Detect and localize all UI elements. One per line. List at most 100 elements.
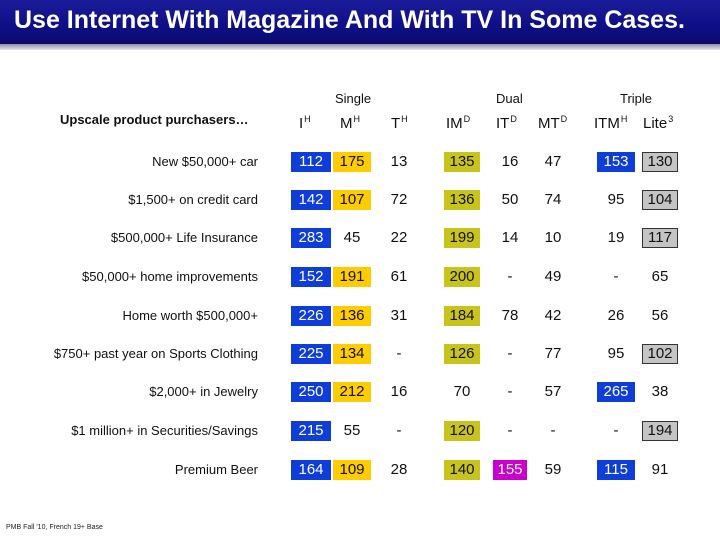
column-header-superscript: D [510, 114, 517, 124]
table-cell: 102 [642, 344, 678, 364]
table-cell: - [613, 268, 619, 285]
column-header-superscript: D [560, 114, 568, 124]
table-cell: - [507, 383, 513, 400]
column-header: TH [391, 114, 408, 132]
table-cell: 78 [501, 307, 519, 324]
table-cell: 70 [453, 383, 471, 400]
table-cell: 26 [607, 307, 625, 324]
table-cell: 95 [607, 345, 625, 362]
table-cell: 265 [597, 382, 635, 402]
table-cell: 117 [642, 228, 678, 248]
table-cell: 56 [651, 307, 669, 324]
table-cell: 136 [444, 190, 480, 210]
column-header-base: I [299, 115, 304, 132]
table-cell: 47 [544, 153, 562, 170]
table-cell: 31 [390, 307, 408, 324]
table-cell: 112 [291, 152, 331, 172]
table-cell: 55 [343, 422, 361, 439]
row-label: $50,000+ home improvements [82, 269, 258, 284]
row-label: $500,000+ Life Insurance [110, 230, 258, 245]
column-header: ITD [496, 114, 517, 132]
group-label-dual: Dual [496, 91, 523, 106]
table-cell: 199 [444, 228, 480, 248]
table-cell: 140 [444, 460, 480, 480]
table-cell: 135 [444, 152, 480, 172]
table-cell: 152 [291, 267, 331, 287]
column-header: Lite3 [643, 114, 673, 132]
column-header: MH [340, 114, 360, 132]
table-cell: 50 [501, 191, 519, 208]
table-cell: 65 [651, 268, 669, 285]
table-cell: 191 [333, 267, 371, 287]
column-header-base: T [391, 115, 401, 132]
table-cell: - [507, 422, 513, 439]
table-cell: 120 [444, 421, 480, 441]
column-header-superscript: H [620, 114, 628, 124]
row-label: New $50,000+ car [152, 154, 258, 169]
column-header-superscript: 3 [668, 114, 674, 124]
table-cell: 194 [642, 421, 678, 441]
table-cell: 134 [333, 344, 371, 364]
table-cell: 13 [390, 153, 408, 170]
table-cell: 59 [544, 461, 562, 478]
group-label-single: Single [335, 91, 372, 106]
table-cell: - [550, 422, 556, 439]
table-cell: 74 [544, 191, 562, 208]
table-cell: 57 [544, 383, 562, 400]
table-cell: 142 [291, 190, 331, 210]
column-header-base: MT [538, 115, 560, 132]
table-cell: 107 [333, 190, 371, 210]
table-cell: 104 [642, 190, 678, 210]
table-cell: 72 [390, 191, 408, 208]
table-cell: - [396, 422, 402, 439]
table-cell: 61 [390, 268, 408, 285]
footnote: PMB Fall '10, French 19+ Base [6, 524, 103, 531]
table-cell: 16 [390, 383, 408, 400]
table-cell: 215 [291, 421, 331, 441]
column-header: MTD [538, 114, 567, 132]
row-header: Upscale product purchasers… [60, 112, 249, 127]
table-cell: 250 [291, 382, 331, 402]
column-header-superscript: H [401, 114, 408, 124]
table-cell: 115 [597, 460, 635, 480]
table-cell: 38 [651, 383, 669, 400]
column-header: IH [299, 114, 311, 132]
table-cell: 136 [333, 306, 371, 326]
table-cell: - [613, 422, 619, 439]
row-label: $750+ past year on Sports Clothing [53, 346, 258, 361]
column-header: ITMH [594, 114, 627, 132]
table-cell: 109 [333, 460, 371, 480]
table-cell: 153 [597, 152, 635, 172]
table-cell: 95 [607, 191, 625, 208]
row-label: $1 million+ in Securities/Savings [71, 423, 258, 438]
table-cell: 175 [333, 152, 371, 172]
table-cell: 19 [607, 229, 625, 246]
table-cell: 14 [501, 229, 519, 246]
table-cell: 22 [390, 229, 408, 246]
column-header-base: ITM [594, 115, 620, 132]
row-label: Home worth $500,000+ [122, 308, 258, 323]
title-bar: Use Internet With Magazine And With TV I… [0, 0, 720, 50]
table-cell: 226 [291, 306, 331, 326]
table-cell: - [507, 268, 513, 285]
table-cell: 225 [291, 344, 331, 364]
row-label: $2,000+ in Jewelry [149, 384, 258, 399]
slide-title: Use Internet With Magazine And With TV I… [14, 6, 685, 34]
table-cell: 10 [544, 229, 562, 246]
column-header: IMD [446, 114, 470, 132]
table-cell: 42 [544, 307, 562, 324]
title-underline [0, 44, 720, 50]
table-cell: - [396, 345, 402, 362]
column-header-base: IM [446, 115, 463, 132]
row-label: $1,500+ on credit card [128, 192, 258, 207]
table-cell: 28 [390, 461, 408, 478]
column-header-superscript: D [463, 114, 471, 124]
column-header-base: M [340, 115, 353, 132]
column-header-base: IT [496, 115, 510, 132]
column-header-superscript: H [304, 114, 311, 124]
table-cell: 283 [291, 228, 331, 248]
table-cell: 184 [444, 306, 480, 326]
table-cell: 164 [291, 460, 331, 480]
row-label: Premium Beer [174, 462, 258, 477]
group-label-triple: Triple [620, 91, 653, 106]
